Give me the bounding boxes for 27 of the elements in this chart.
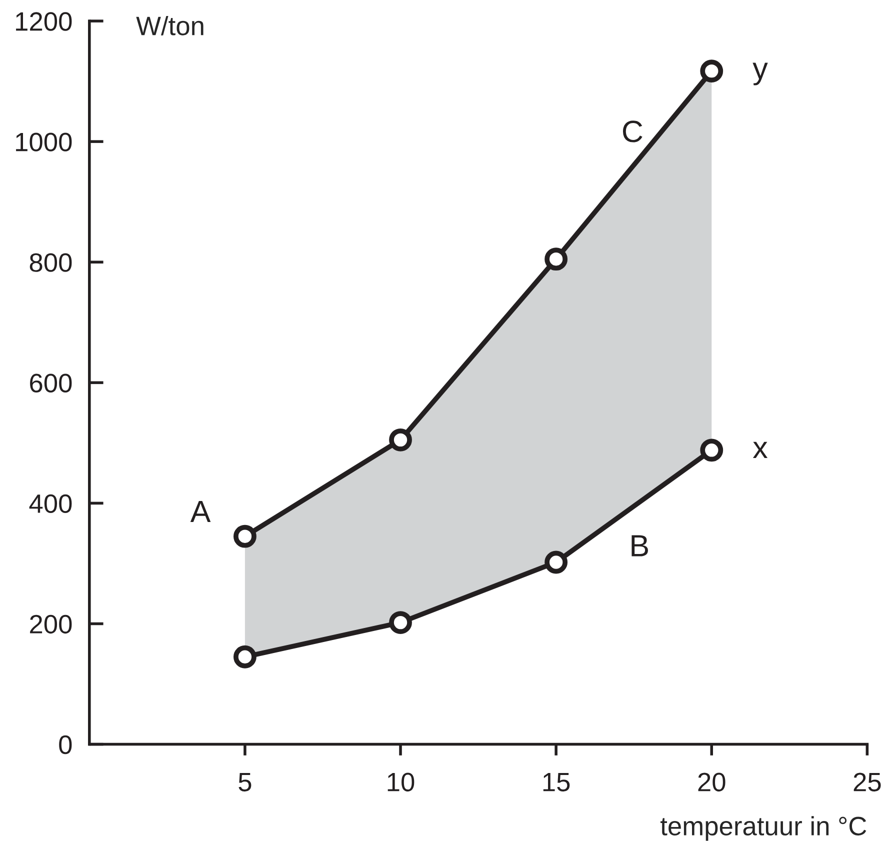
annotation: C	[622, 120, 642, 142]
x-tick-label: 25	[854, 772, 881, 792]
x-tick-label: 5	[238, 773, 252, 792]
point	[234, 524, 256, 548]
x-tick-label: 10	[388, 772, 414, 792]
x-axis-title: temperatuur in °C	[660, 816, 866, 841]
y-tick-label: 0	[59, 735, 72, 754]
point	[389, 428, 412, 452]
point	[234, 645, 256, 668]
y-tick-label: 200	[30, 614, 72, 634]
annotation: y	[752, 62, 768, 86]
annotation: x	[752, 442, 768, 458]
annotation: B	[632, 535, 648, 556]
y-tick-label: 800	[30, 253, 72, 272]
point	[544, 248, 568, 271]
y-axis-title: W/ton	[136, 16, 204, 36]
y-tick-label: 600	[30, 374, 72, 392]
y-tick-label: 1000	[16, 132, 72, 152]
point	[544, 550, 568, 574]
y-tick-label: 400	[29, 494, 72, 514]
y-tick-label: 1200	[16, 12, 72, 31]
point	[700, 60, 724, 83]
x-tick-label: 20	[698, 772, 726, 792]
annotation: A	[190, 501, 211, 522]
point	[389, 611, 412, 634]
x-tick-label: 15	[543, 773, 570, 792]
point	[700, 438, 724, 462]
